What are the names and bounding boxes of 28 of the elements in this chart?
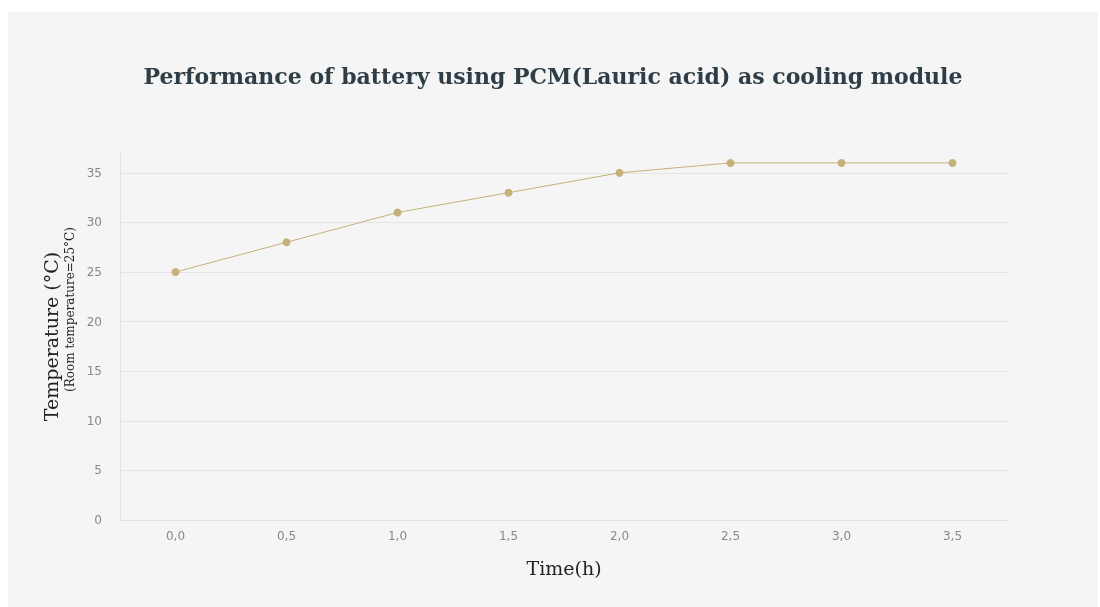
point: [726, 158, 735, 167]
y-tick-label: 30: [86, 215, 102, 230]
y-tick-label: 25: [86, 265, 102, 280]
x-tick-label: 3,5: [942, 529, 963, 543]
chart-title: Performance of battery using PCM(Lauric acid) as cooling module: [143, 63, 963, 89]
x-tick-label: 1,0: [387, 529, 408, 543]
x-tick-label: 2,0: [609, 529, 630, 543]
x-tick-label: 1,5: [498, 529, 519, 543]
point: [171, 268, 180, 277]
point: [393, 208, 402, 217]
y-tick-label: 0: [94, 513, 102, 527]
y-tick-label: 10: [86, 413, 102, 428]
y-tick-label: 35: [86, 165, 102, 180]
point: [282, 238, 291, 247]
x-tick-label: 3,0: [831, 529, 852, 543]
text: (Room temperature=25°C): [63, 227, 77, 392]
x-tick-label: 2,5: [720, 529, 741, 543]
point: [837, 158, 846, 167]
y-tick-label: 20: [86, 314, 102, 329]
y-axis-title: Temperature (°C): [39, 251, 62, 422]
point: [615, 168, 624, 177]
point: [504, 188, 513, 197]
y-tick-label: 5: [94, 463, 102, 478]
y-tick-label: 15: [86, 364, 102, 379]
point: [948, 158, 957, 167]
x-tick-label: 0,0: [165, 529, 186, 543]
x-axis-title: Time(h): [526, 556, 602, 579]
x-tick-label: 0,5: [276, 529, 297, 543]
